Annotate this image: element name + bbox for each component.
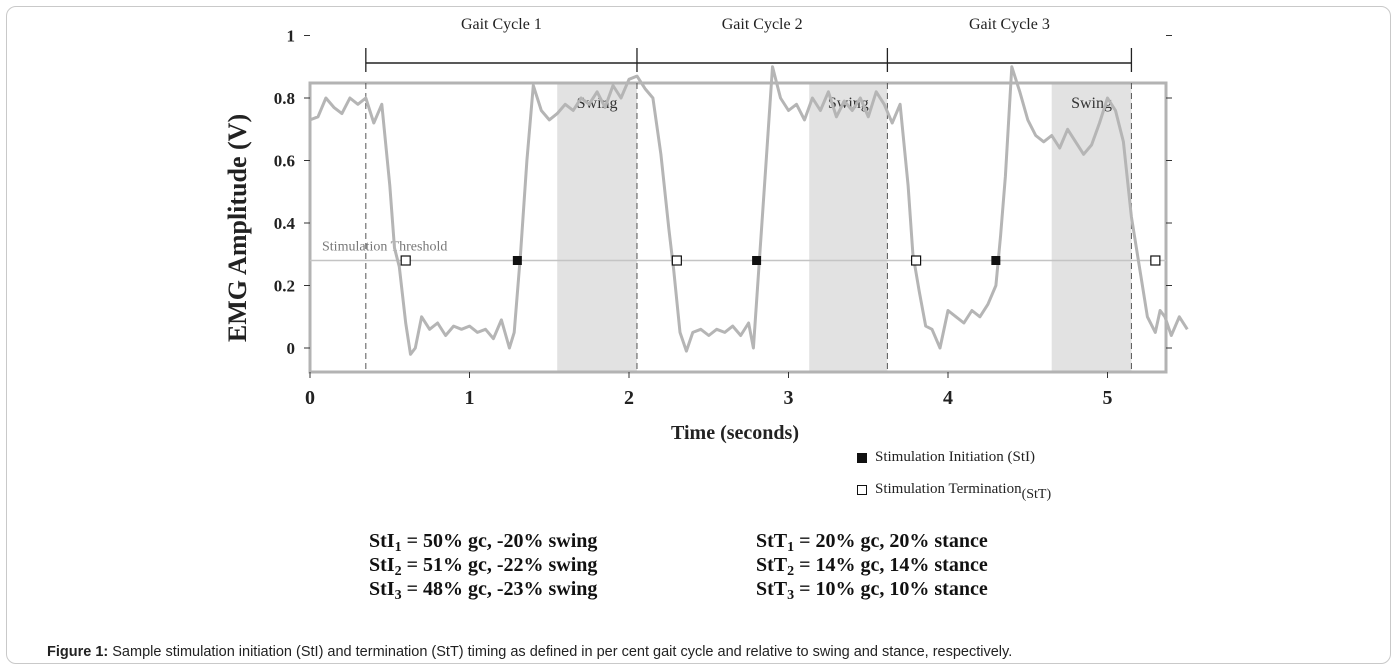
eq-subscript: 3 <box>787 588 795 603</box>
eq-base: StI <box>369 578 395 600</box>
emg-series <box>309 65 1189 356</box>
equation-line: StT1 = 20% gc, 20% stance <box>756 529 988 560</box>
eq-value: = 50% gc, -20% swing <box>401 530 598 552</box>
eq-value: = 20% gc, 20% stance <box>794 530 988 552</box>
swing-region <box>809 83 888 372</box>
gait-cycles: Gait Cycle 1 Gait Cycle 2 Gait Cycle 3 <box>365 16 1133 372</box>
equation-line: StI1 = 50% gc, -20% swing <box>369 529 597 560</box>
y-tick-label: 1 <box>287 27 296 46</box>
stim-termination-marker <box>1150 255 1161 266</box>
y-tick-label: 0.2 <box>274 277 295 296</box>
stim-initiation-marker <box>991 256 1001 265</box>
caption-label: Figure 1: <box>47 644 109 660</box>
eq-base: StT <box>756 578 788 600</box>
eq-subscript: 1 <box>394 540 402 555</box>
gait-cycle-label: Gait Cycle 1 <box>461 16 542 33</box>
eq-base: StI <box>369 530 395 552</box>
filled-square-icon <box>857 452 867 463</box>
caption-text: Sample stimulation initiation (StI) and … <box>108 644 1013 660</box>
eq-subscript: 2 <box>787 564 795 579</box>
stim-initiation-marker <box>752 256 762 265</box>
swing-regions: Swing Swing Swing <box>557 83 1132 372</box>
figure-caption: Figure 1: Sample stimulation initiation … <box>47 644 1012 660</box>
equation-line: StI3 = 48% gc, -23% swing <box>369 577 597 608</box>
eq-base: StI <box>369 554 395 576</box>
x-tick-label: 4 <box>943 387 953 409</box>
x-tick-label: 5 <box>1103 387 1113 409</box>
eq-subscript: 1 <box>787 540 795 555</box>
legend-termination-sub: (StT) <box>1021 486 1052 502</box>
axes: 0 1 2 3 4 5 0 0.2 0.4 0.6 0.8 1 Time (seconds) EMG Am… <box>223 27 1172 444</box>
eq-value: = 14% gc, 14% stance <box>794 554 988 576</box>
figure-frame <box>6 6 1391 664</box>
legend-termination-label: Stimulation Termination <box>875 481 1022 497</box>
x-tick-label: 2 <box>624 387 634 409</box>
swing-region <box>1051 83 1132 372</box>
swing-label: Swing <box>1071 95 1112 112</box>
threshold: Stimulation Threshold <box>310 240 1166 262</box>
stimulation-markers <box>400 255 1161 266</box>
stim-termination-marker <box>671 255 682 266</box>
x-tick-label: 3 <box>784 387 794 409</box>
x-axis-label: Time (seconds) <box>671 422 799 444</box>
y-tick-label: 0.6 <box>274 152 295 171</box>
equation-line: StT2 = 14% gc, 14% stance <box>756 553 988 584</box>
eq-value: = 48% gc, -23% swing <box>401 578 598 600</box>
y-tick-label: 0.4 <box>274 214 296 233</box>
legend-initiation-label: Stimulation Initiation (StI) <box>875 449 1035 465</box>
eq-value: = 51% gc, -22% swing <box>401 554 598 576</box>
stim-initiation-marker <box>512 256 522 265</box>
eq-subscript: 2 <box>394 564 402 579</box>
equation-line: StT3 = 10% gc, 10% stance <box>756 577 988 608</box>
threshold-label: Stimulation Threshold <box>322 240 447 255</box>
emg-line <box>309 65 1189 356</box>
gait-cycle-label: Gait Cycle 3 <box>969 16 1050 33</box>
y-axis-label: EMG Amplitude (V) <box>223 114 252 342</box>
plot-area <box>308 81 1168 374</box>
gait-cycle-label: Gait Cycle 2 <box>722 16 803 33</box>
eq-base: StT <box>756 530 788 552</box>
open-square-icon <box>857 484 867 495</box>
stim-termination-marker <box>910 255 922 266</box>
stim-termination-marker <box>400 255 411 266</box>
legend-termination: Stimulation Termination (StT) <box>857 481 1051 502</box>
y-tick-label: 0.8 <box>274 89 295 108</box>
legend-initiation: Stimulation Initiation (StI) <box>857 449 1035 466</box>
swing-region <box>557 83 637 372</box>
eq-base: StT <box>756 554 788 576</box>
equation-line: StI2 = 51% gc, -22% swing <box>369 553 597 584</box>
y-tick-label: 0 <box>287 339 296 358</box>
eq-value: = 10% gc, 10% stance <box>794 578 988 600</box>
x-tick-label: 0 <box>305 387 315 409</box>
x-tick-label: 1 <box>465 387 475 409</box>
eq-subscript: 3 <box>394 588 402 603</box>
